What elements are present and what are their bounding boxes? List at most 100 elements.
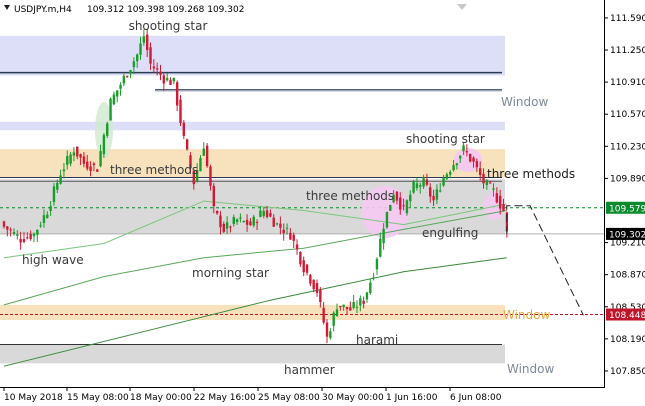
candle-body	[56, 182, 59, 190]
candle-body	[342, 304, 345, 308]
candle-body	[372, 277, 375, 279]
ohlc-values: 109.312 109.398 109.268 109.302	[87, 5, 244, 15]
candle-body	[82, 156, 86, 164]
candle-body	[49, 206, 52, 211]
price-tick-label: 111.250	[610, 46, 645, 56]
time-axis: 10 May 2018 15 May 08:00 18 May 00:00 22 Ma…	[3, 387, 502, 403]
price-zone	[0, 35, 505, 76]
candle-body	[102, 135, 106, 155]
candle-body	[92, 163, 96, 166]
candle-body	[86, 161, 89, 169]
candle-body	[492, 188, 495, 190]
annotation-label: harami	[356, 333, 398, 347]
chart-shift-marker-icon[interactable]	[457, 4, 467, 10]
candle-body	[172, 77, 176, 82]
candle-body	[299, 252, 302, 265]
candle-body	[295, 244, 299, 250]
candle-body	[66, 156, 69, 165]
price-zone	[0, 304, 505, 320]
price-tick-label: 108.190	[610, 335, 645, 345]
candle-body	[482, 173, 485, 184]
symbol-title: USDJPY.m,H4	[14, 5, 72, 15]
candle-body	[305, 264, 309, 273]
candle-body	[215, 210, 219, 214]
candle-body	[169, 79, 172, 85]
moving-average-line	[3, 210, 507, 306]
time-tick-label: 18 May 00:00	[130, 393, 192, 403]
candle-body	[289, 232, 292, 240]
candle-body	[139, 43, 142, 55]
candle-body	[335, 309, 339, 317]
candle-body	[315, 283, 319, 293]
candle-body	[39, 225, 42, 227]
candle-body	[112, 94, 116, 105]
time-tick-label: 30 May 00:00	[322, 393, 384, 403]
horizontal-lines-layer	[0, 71, 604, 346]
price-zone	[0, 344, 505, 364]
candle-body	[405, 200, 409, 214]
candle-body	[52, 186, 56, 203]
candle-body	[425, 179, 429, 185]
candle-body	[185, 139, 189, 150]
moving-average-line	[3, 200, 507, 259]
candle-body	[389, 204, 392, 211]
candle-body	[395, 191, 399, 201]
candle-body	[349, 307, 352, 311]
price-tick-label: 110.910	[610, 78, 645, 88]
candle-body	[145, 34, 149, 51]
price-tick-label: 108.870	[610, 271, 645, 281]
time-tick-label: 25 May 08:00	[258, 393, 320, 403]
candle-body	[132, 61, 136, 68]
dropdown-arrow-icon[interactable]	[4, 5, 10, 10]
annotation-label: shooting star	[129, 19, 208, 33]
price-zone	[0, 149, 505, 178]
candle-body	[379, 238, 382, 257]
candle-body	[136, 54, 139, 62]
candle-body	[412, 181, 415, 193]
candle-body	[79, 154, 82, 158]
annotation-label: morning star	[192, 266, 269, 280]
candle-body	[159, 71, 162, 75]
pattern-highlight	[454, 148, 482, 172]
candle-body	[76, 146, 79, 157]
candle-body	[488, 182, 492, 184]
annotation-label: Window	[503, 308, 551, 322]
candle-body	[29, 233, 32, 240]
candle-body	[62, 169, 66, 172]
candle-body	[345, 306, 349, 310]
candle-body	[12, 232, 16, 234]
candle-body	[242, 221, 245, 223]
price-tick-label: 109.890	[610, 174, 645, 184]
candle-body	[432, 195, 435, 201]
candle-body	[285, 227, 289, 229]
projection-path	[506, 205, 584, 316]
candle-body	[279, 223, 282, 228]
candle-body	[382, 228, 385, 244]
candle-body	[162, 75, 166, 84]
annotation-label: engulfing	[422, 226, 478, 240]
time-tick-label: 15 May 08:00	[67, 393, 129, 403]
projection-layer	[506, 205, 584, 316]
price-zone	[0, 179, 505, 235]
candle-body	[439, 190, 442, 192]
candle-body	[472, 157, 475, 162]
chart-title: USDJPY.m,H4 109.312 109.398 109.268 109.…	[4, 5, 244, 15]
candle-body	[89, 166, 92, 172]
candle-body	[495, 193, 499, 203]
candle-body	[365, 292, 369, 300]
candle-body	[199, 158, 202, 172]
candle-body	[325, 322, 329, 337]
candle-body	[189, 155, 192, 169]
candle-body	[122, 75, 126, 84]
time-tick-label: 1 Jun 16:00	[386, 393, 438, 403]
candle-body	[129, 70, 132, 74]
candle-body	[232, 217, 235, 225]
candle-body	[465, 151, 469, 153]
candle-body	[2, 221, 6, 227]
candle-body	[429, 187, 432, 197]
candle-body	[255, 221, 259, 223]
zones-layer	[0, 35, 505, 364]
candle-body	[332, 312, 335, 326]
